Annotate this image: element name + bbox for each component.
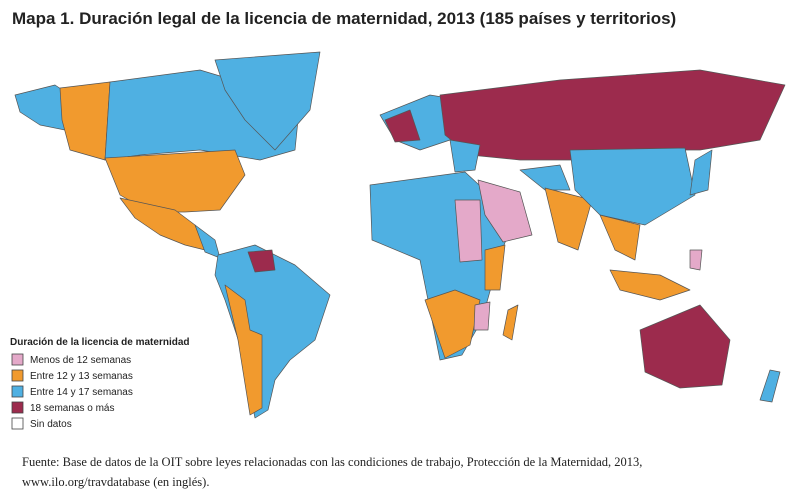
region [609, 269, 691, 301]
legend: Menos de 12 semanas Entre 12 y 13 semanas… [11, 353, 133, 430]
legend-swatch [11, 385, 24, 398]
region [689, 149, 713, 196]
region [59, 81, 111, 161]
world-map [14, 51, 786, 419]
region [502, 304, 519, 341]
region [599, 214, 641, 261]
legend-background [6, 334, 202, 434]
region [449, 139, 481, 173]
legend-label: Sin datos [30, 419, 72, 430]
region [119, 197, 206, 251]
legend-title: Duración de la licencia de maternidad [10, 337, 190, 348]
legend-swatch [11, 369, 24, 382]
region [689, 249, 703, 271]
region [759, 369, 781, 403]
region [214, 51, 321, 151]
legend-swatch [11, 353, 24, 366]
legend-swatch [11, 401, 24, 414]
map-title: Mapa 1. Duración legal de la licencia de… [12, 9, 676, 28]
region [639, 304, 731, 389]
region [424, 289, 481, 359]
legend-label: Menos de 12 semanas [30, 355, 131, 366]
legend-swatch [11, 417, 24, 430]
region [247, 249, 276, 273]
source-line: www.ilo.org/travdatabase (en inglés). [22, 475, 209, 489]
region [519, 164, 571, 191]
legend-label: Entre 14 y 17 semanas [30, 387, 133, 398]
legend-label: Entre 12 y 13 semanas [30, 371, 133, 382]
region [454, 199, 483, 263]
legend-label: 18 semanas o más [30, 403, 115, 414]
region [473, 301, 491, 331]
region [569, 147, 696, 226]
region [477, 179, 533, 243]
region [544, 187, 593, 251]
region [384, 109, 421, 143]
region [439, 69, 786, 161]
region [104, 149, 246, 213]
region [224, 284, 263, 416]
region [484, 244, 506, 291]
source-line: Fuente: Base de datos de la OIT sobre le… [22, 455, 642, 469]
region [214, 244, 331, 419]
